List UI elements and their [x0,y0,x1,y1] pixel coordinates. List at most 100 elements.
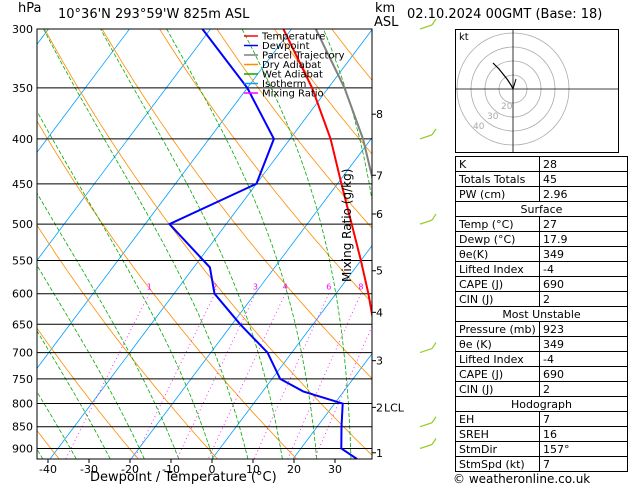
index-value: 349 [539,336,628,352]
series-dewpoint [167,29,358,459]
x-tick-label: 20 [287,463,301,476]
plot-frame [36,28,373,460]
index-label: EH [455,411,540,427]
index-row: Lifted Index -4 [455,261,628,277]
mixing-ratio-line [65,293,150,459]
legend-label: Parcel Trajectory [262,51,345,62]
wet-adiabat [323,29,372,203]
index-value: 349 [539,246,628,262]
km-tick-label: 8 [376,108,383,121]
index-label: CAPE (J) [455,366,540,382]
pressure-unit: hPa [18,1,42,16]
legend-label: Temperature [261,32,325,43]
index-row: PW (cm) 2.96 [455,186,628,202]
index-value: -4 [539,351,628,367]
dry-adiabat [37,224,218,459]
index-label: CAPE (J) [455,276,540,292]
wind-barb [419,438,437,450]
profile-curves [167,29,372,459]
index-row: Dewp (°C) 17.9 [455,231,628,247]
isobars [37,28,372,450]
index-row: CAPE (J) 690 [455,276,628,292]
index-value: 2 [539,381,628,397]
index-label: SREH [455,426,540,442]
mixing-ratio-line [253,293,330,459]
index-label: PW (cm) [455,186,540,202]
wet-adiabat [404,29,428,459]
pressure-tick-label: 900 [12,443,33,456]
mixing-ratio-label: 1 [147,283,152,292]
x-tick-label: -30 [80,463,98,476]
wind-barb [419,18,437,30]
index-value: 28 [539,156,628,172]
mixing-ratio-label: 3 [253,283,258,292]
index-row: CIN (J) 2 [455,291,628,307]
pressure-tick-label: 550 [12,254,33,267]
km-tick-label: 2 [376,401,383,414]
index-label: StmSpd (kt) [455,456,540,472]
pressure-tick-label: 650 [12,318,33,331]
x-tick-label: 0 [209,463,216,476]
index-value: 27 [539,216,628,232]
mixing-ratio-line [287,293,362,459]
mixing-ratio-line [207,293,286,459]
hodo-ring-label: 40 [473,122,485,132]
index-row: θe(K) 349 [455,246,628,262]
km-tick-label: 1 [376,447,383,460]
index-row: CIN (J) 2 [455,381,628,397]
legend-label: Isotherm [262,79,306,90]
pressure-tick-label: 800 [12,398,33,411]
index-row: CAPE (J) 690 [455,366,628,382]
axes: 300350400450500550600650700750800850900-… [12,23,405,476]
mixing-ratio-label: 4 [283,283,288,292]
wind-barb [419,213,437,225]
dry-adiabat [44,29,372,456]
index-label: CIN (J) [455,381,540,397]
asl-unit: ASL [374,15,399,30]
dry-adiabat [216,29,372,229]
section-header: Hodograph [455,396,628,412]
wet-adiabat [241,29,352,459]
isotherm [37,29,130,153]
index-row: Lifted Index -4 [455,351,628,367]
mixing-ratio-label: 6 [326,283,331,292]
mixing-ratio-label: 10 [381,283,391,292]
km-tick-label: 3 [376,355,383,368]
index-row: Pressure (mb) 923 [455,321,628,337]
wet-adiabat [37,330,111,459]
dry-adiabat [37,327,139,459]
legend-label: Mixing Ratio [262,89,324,100]
index-value: -4 [539,261,628,277]
index-label: Pressure (mb) [455,321,540,337]
mixing-ratio-line [176,293,256,459]
isotherm [130,137,372,459]
dry-adiabat [159,29,372,304]
index-row: K 28 [455,156,628,172]
index-label: CIN (J) [455,291,540,307]
wind-barb [419,416,437,428]
km-tick-label: 7 [376,169,383,182]
index-label: K [455,156,540,172]
legend-label: Dry Adiabat [262,60,321,71]
hodo-kt-label: kt [459,32,469,43]
index-label: Totals Totals [455,171,540,187]
hodo-ring-label: 30 [487,112,499,122]
pressure-tick-label: 750 [12,373,33,386]
km-tick-label: 6 [376,208,383,221]
x-tick-label: -20 [121,463,139,476]
index-row: Totals Totals 45 [455,171,628,187]
index-row: θe (K) 349 [455,336,628,352]
index-label: θe(K) [455,246,540,262]
km-tick-label: 5 [376,265,383,278]
isotherm [211,244,372,459]
wet-adiabat [100,29,283,459]
x-tick-label: 10 [246,463,260,476]
pressure-tick-label: 350 [12,82,33,95]
pressure-tick-label: 450 [12,178,33,191]
index-label: θe (K) [455,336,540,352]
index-label: Lifted Index [455,261,540,277]
